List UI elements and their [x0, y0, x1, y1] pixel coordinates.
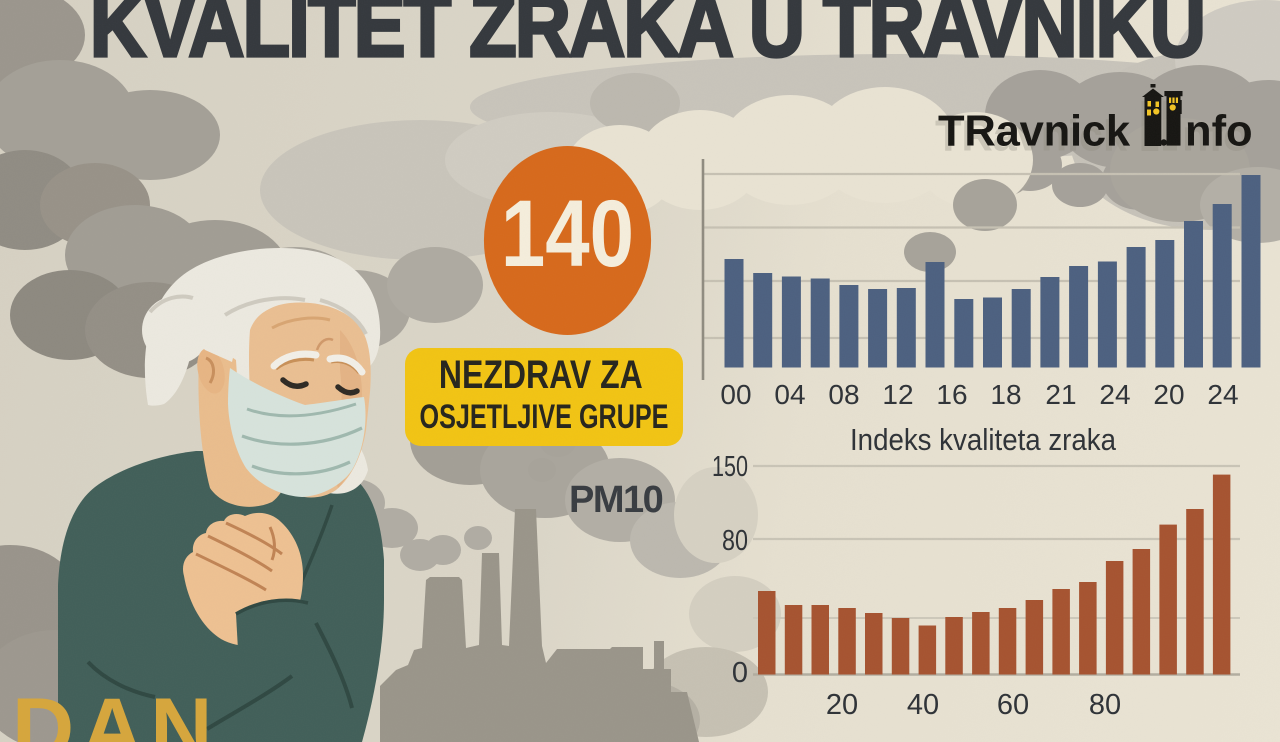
- svg-text:0: 0: [732, 657, 748, 689]
- svg-text:20: 20: [826, 689, 858, 721]
- svg-text:Indeks kvaliteta zraka: Indeks kvaliteta zraka: [850, 422, 1117, 457]
- svg-text:TRavnick: TRavnick: [938, 108, 1131, 156]
- svg-text:08: 08: [828, 379, 859, 410]
- svg-text:04: 04: [774, 379, 805, 410]
- svg-text:20: 20: [1153, 379, 1184, 410]
- svg-text:80: 80: [1089, 689, 1121, 721]
- svg-text:nfo: nfo: [1185, 108, 1253, 156]
- svg-text:60: 60: [997, 689, 1029, 721]
- svg-text:24: 24: [1207, 379, 1238, 410]
- svg-text:24: 24: [1099, 379, 1130, 410]
- svg-text:00: 00: [720, 379, 751, 410]
- svg-text:12: 12: [882, 379, 913, 410]
- svg-text:150: 150: [712, 451, 748, 483]
- svg-text:40: 40: [907, 689, 939, 721]
- svg-text:21: 21: [1045, 379, 1076, 410]
- svg-text:80: 80: [722, 525, 748, 557]
- svg-text:18: 18: [990, 379, 1021, 410]
- svg-text:16: 16: [936, 379, 967, 410]
